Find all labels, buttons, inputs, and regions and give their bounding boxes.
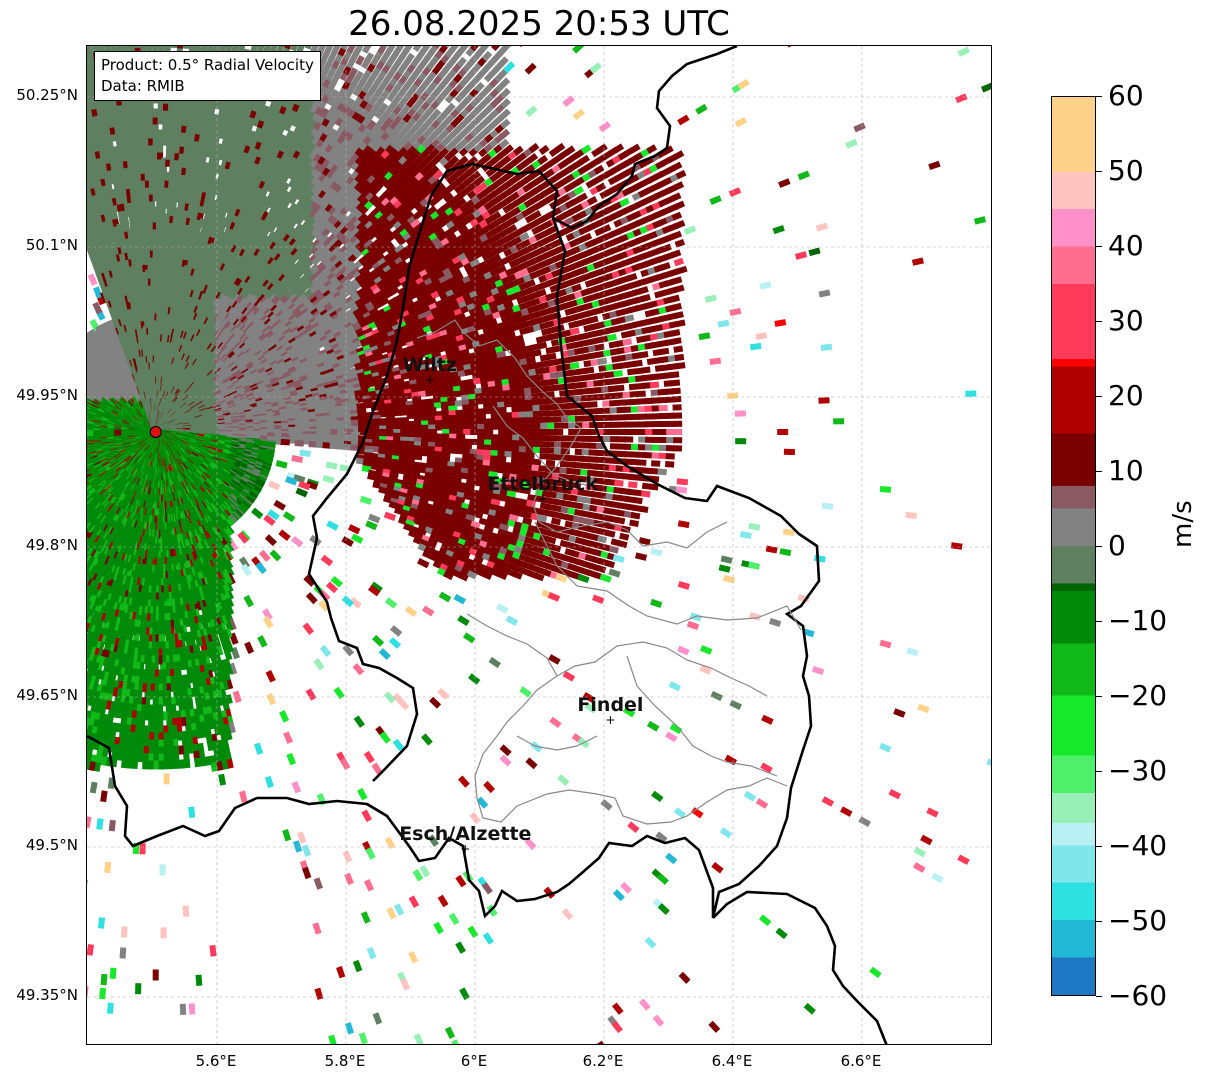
- echo-cell: [189, 46, 196, 49]
- echo-cell: [153, 46, 159, 48]
- echo-cell: [183, 46, 190, 49]
- echo-cell: [122, 46, 129, 49]
- echo-cell: [362, 46, 372, 54]
- echo-cell: [88, 273, 98, 285]
- echo-cell: [159, 46, 165, 48]
- map-title: 26.08.2025 20:53 UTC: [86, 4, 992, 44]
- echo-cell: [195, 46, 202, 50]
- radar-map[interactable]: + Wiltz + Ettelbruck + Findel + Esch/Alzette: [86, 45, 992, 1045]
- echo-cell: [134, 46, 140, 48]
- radar-map-canvas: +Wiltz+Ettelbruck+Findel+Esch/Alzette: [87, 46, 992, 1045]
- echo-cell: [171, 46, 177, 48]
- echo-cell: [128, 46, 135, 48]
- echo-cell: [87, 46, 93, 54]
- echo-cell: [116, 46, 123, 49]
- echo-cell: [177, 46, 184, 48]
- echo-cell: [110, 46, 117, 50]
- echo-cell: [140, 46, 146, 48]
- echo-cell: [147, 46, 153, 48]
- echo-cell: [165, 46, 171, 48]
- radar-echoes: [87, 46, 992, 1045]
